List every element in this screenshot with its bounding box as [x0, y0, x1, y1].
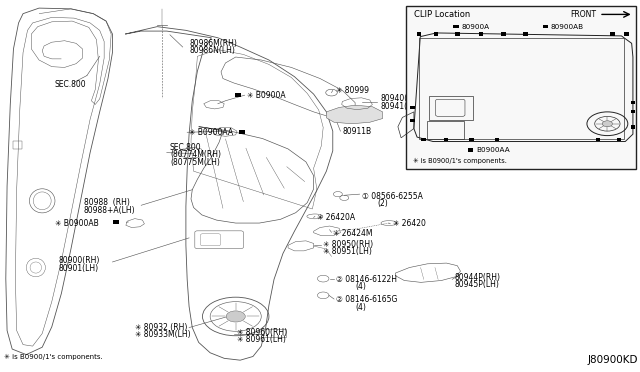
- Text: ✳ B0900AB: ✳ B0900AB: [55, 219, 99, 228]
- Bar: [455, 32, 460, 36]
- Text: ✳ 26420: ✳ 26420: [394, 219, 426, 228]
- Bar: [410, 106, 415, 109]
- Bar: [611, 32, 614, 36]
- Bar: [113, 219, 118, 224]
- Bar: [524, 32, 528, 36]
- Bar: [421, 138, 426, 141]
- Bar: [239, 129, 245, 134]
- Circle shape: [226, 311, 245, 322]
- Bar: [616, 138, 621, 141]
- Bar: [479, 32, 483, 36]
- Bar: [543, 25, 548, 29]
- Text: (2): (2): [378, 199, 388, 208]
- Bar: [261, 329, 285, 337]
- Text: 80941(LH): 80941(LH): [381, 102, 420, 111]
- Text: ✳ B0900A: ✳ B0900A: [246, 91, 285, 100]
- Bar: [624, 32, 628, 36]
- Bar: [410, 119, 415, 122]
- Text: 80900(RH): 80900(RH): [58, 256, 100, 265]
- Text: ✳ 80999: ✳ 80999: [336, 86, 369, 95]
- Bar: [630, 110, 635, 113]
- Text: J80900KD: J80900KD: [588, 355, 638, 365]
- Text: ✳ is B0900/1's components.: ✳ is B0900/1's components.: [413, 158, 506, 164]
- Text: SEC.800: SEC.800: [170, 142, 202, 151]
- Bar: [454, 25, 459, 29]
- Text: (80774M(RH): (80774M(RH): [170, 150, 221, 159]
- Text: ✳ 80960(RH): ✳ 80960(RH): [237, 328, 287, 337]
- Bar: [630, 100, 635, 104]
- Text: 80986M(RH): 80986M(RH): [189, 39, 237, 48]
- Text: SEC.800: SEC.800: [55, 80, 86, 89]
- Bar: [596, 138, 600, 141]
- Text: ✳ 80932 (RH): ✳ 80932 (RH): [135, 323, 187, 332]
- Text: 80945P(LH): 80945P(LH): [454, 280, 499, 289]
- Bar: [444, 138, 448, 141]
- Text: FRONT: FRONT: [570, 10, 596, 19]
- Text: ✳ 80951(LH): ✳ 80951(LH): [323, 247, 372, 256]
- Bar: [417, 32, 421, 36]
- Text: ✳ 80933M(LH): ✳ 80933M(LH): [135, 330, 191, 340]
- Bar: [419, 38, 624, 138]
- Text: CLIP Location: CLIP Location: [414, 10, 470, 19]
- Bar: [469, 138, 474, 141]
- Bar: [467, 148, 472, 151]
- Text: ② 08146-6165G: ② 08146-6165G: [336, 295, 397, 304]
- Text: 80988  (RH): 80988 (RH): [84, 198, 129, 207]
- Text: 80911B: 80911B: [342, 126, 371, 136]
- Text: B0900AA: B0900AA: [476, 147, 510, 153]
- Text: 80900A: 80900A: [461, 24, 489, 30]
- Circle shape: [602, 121, 612, 127]
- Text: ✳ 80950(RH): ✳ 80950(RH): [323, 240, 373, 249]
- Text: ① 08566-6255A: ① 08566-6255A: [362, 192, 422, 201]
- Text: 80986N(LH): 80986N(LH): [189, 46, 235, 55]
- Text: 80940(RH): 80940(RH): [381, 94, 422, 103]
- Text: (4): (4): [355, 282, 366, 291]
- Bar: [630, 125, 635, 129]
- Bar: [434, 32, 438, 36]
- Text: ✳ B0900AA: ✳ B0900AA: [189, 128, 233, 137]
- Text: (4): (4): [355, 303, 366, 312]
- Bar: [501, 32, 506, 36]
- Text: ✳ 26420A: ✳ 26420A: [317, 213, 355, 222]
- Text: ✳ 26424M: ✳ 26424M: [333, 228, 372, 238]
- Text: 80900AB: 80900AB: [550, 24, 584, 30]
- Text: ② 08146-6122H: ② 08146-6122H: [336, 275, 397, 284]
- Bar: [13, 141, 22, 149]
- Text: 80944P(RH): 80944P(RH): [454, 273, 500, 282]
- Bar: [495, 138, 499, 141]
- Text: ✳ 80961(LH): ✳ 80961(LH): [237, 335, 286, 344]
- Text: ✳ is B0900/1's components.: ✳ is B0900/1's components.: [4, 354, 102, 360]
- Polygon shape: [326, 105, 383, 124]
- Bar: [406, 6, 636, 169]
- Text: 80988+A(LH): 80988+A(LH): [84, 206, 135, 215]
- Text: 80901(LH): 80901(LH): [58, 264, 99, 273]
- Text: (80775M(LH): (80775M(LH): [170, 158, 220, 167]
- Bar: [236, 93, 241, 97]
